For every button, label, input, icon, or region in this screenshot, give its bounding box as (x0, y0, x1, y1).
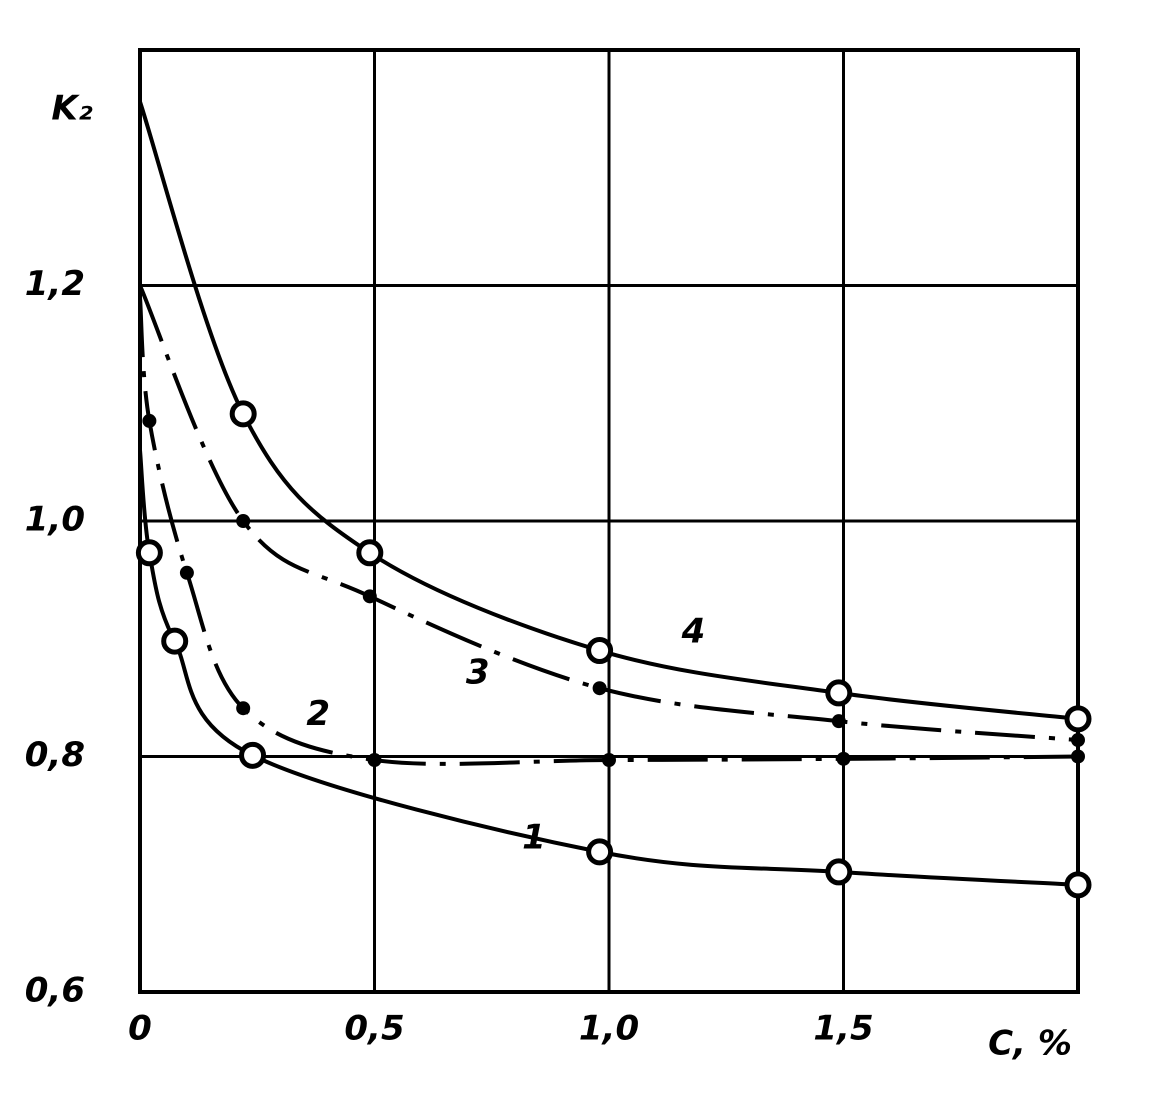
series-label: 1 (522, 817, 546, 857)
data-point (356, 539, 384, 567)
data-point (586, 637, 614, 665)
y-tick-label: 1,2 (25, 264, 85, 304)
data-point (367, 753, 382, 768)
data-point (229, 400, 257, 428)
x-axis-label: C, % (988, 1024, 1072, 1064)
data-point (236, 514, 251, 528)
data-point (831, 714, 846, 729)
x-tick-label: 1,5 (813, 1009, 873, 1049)
data-point (836, 751, 851, 766)
data-point (1071, 733, 1085, 748)
data-point (239, 741, 267, 769)
series-label: 2 (306, 694, 330, 734)
series-label: 3 (466, 653, 490, 693)
data-point (1064, 871, 1092, 899)
data-point (161, 627, 189, 655)
data-point (179, 565, 194, 580)
data-point (592, 681, 607, 696)
data-point (135, 539, 163, 567)
data-point (142, 413, 157, 428)
series-line (138, 101, 1079, 721)
data-point (602, 753, 616, 768)
x-tick-label: 0,5 (344, 1009, 404, 1049)
x-tick-label: 0 (128, 1009, 152, 1049)
data-point (236, 701, 251, 716)
y-axis-label: K₂ (51, 89, 92, 129)
series-line (138, 284, 1079, 743)
data-point (1064, 705, 1092, 733)
y-tick-label: 1,0 (25, 500, 85, 540)
x-tick-label: 1,0 (579, 1009, 639, 1049)
data-point (362, 589, 377, 604)
data-point (586, 838, 614, 866)
data-point (825, 679, 853, 707)
data-point (825, 858, 853, 886)
y-tick-label: 0,6 (25, 971, 85, 1011)
y-tick-label: 0,8 (25, 735, 85, 775)
data-point (1071, 749, 1085, 764)
series-label: 4 (681, 611, 706, 651)
